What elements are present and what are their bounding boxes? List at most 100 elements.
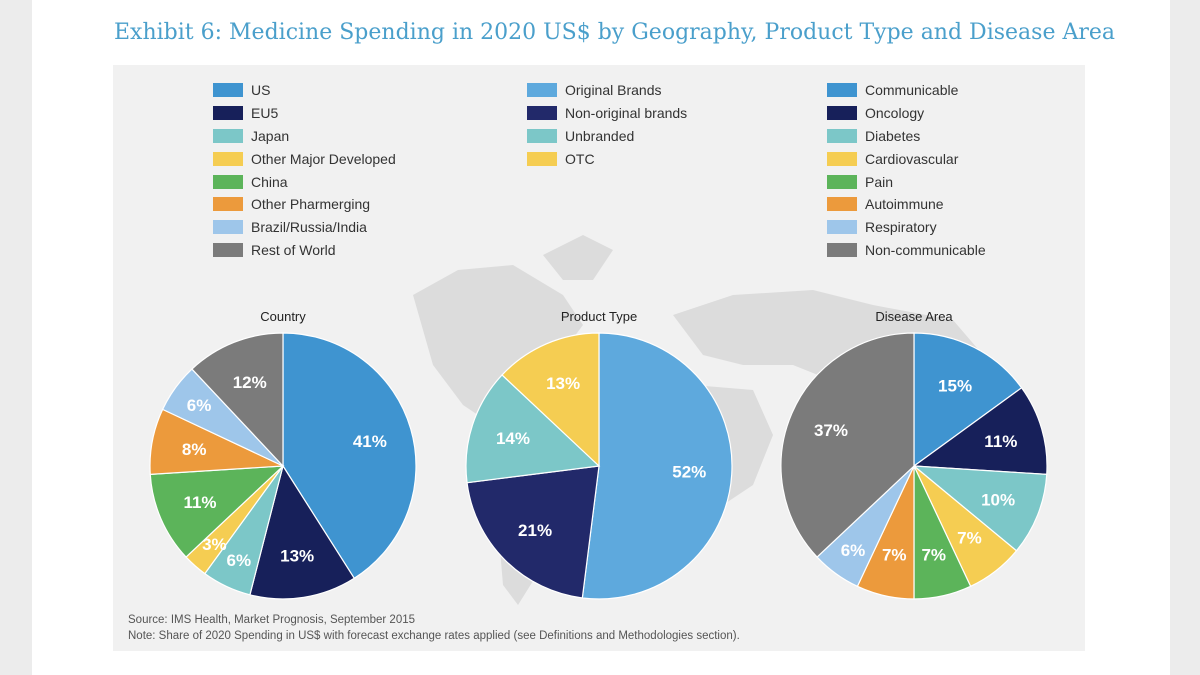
slice-label-respiratory: 6% (841, 541, 866, 560)
legend-label: Autoimmune (865, 196, 944, 213)
chart-title: Product Type (561, 309, 637, 324)
legend-label: Pain (865, 173, 894, 190)
legend-swatch (827, 174, 857, 189)
slice-label-brazil-russia-india: 6% (187, 396, 212, 415)
legend-swatch (213, 128, 243, 143)
legend-item-cardiovascular: Cardiovascular (827, 147, 986, 170)
legend-label: Communicable (865, 82, 959, 99)
legend-item-non-communicable: Non-communicable (827, 239, 986, 262)
legend-label: Cardiovascular (865, 150, 959, 167)
legend-label: Original Brands (565, 82, 662, 99)
pie-slice-non-communicable (780, 332, 915, 558)
legend-swatch (527, 83, 557, 98)
pie-slice-us (282, 332, 417, 580)
legend-label: Other Major Developed (251, 150, 396, 167)
legend-item-communicable: Communicable (827, 79, 986, 102)
pie-slice-rest-of-world (191, 332, 284, 468)
slice-label-us: 41% (353, 432, 387, 451)
legend-disease-area: Communicable Oncology Diabetes Cardiovas… (827, 79, 986, 261)
slice-label-oncology: 11% (984, 432, 1017, 451)
slice-label-japan: 6% (227, 551, 252, 570)
legend-swatch (827, 128, 857, 143)
legend-label: Rest of World (251, 241, 336, 258)
slice-label-eu5: 13% (280, 546, 314, 565)
slice-label-rest-of-world: 12% (233, 373, 267, 392)
legend-swatch (213, 197, 243, 212)
slice-label-other-major-developed: 3% (202, 535, 227, 554)
legend-item-us: US (213, 79, 396, 102)
legend-item-pain: Pain (827, 170, 986, 193)
pie-slice-diabetes (912, 465, 1048, 552)
pie-slice-original-brands (581, 332, 733, 600)
pie-disease-area: Disease Area 15% 11% 10% 7% 7% 7% 6% 37% (780, 309, 1048, 600)
legend-item-unbranded: Unbranded (527, 125, 687, 148)
legend-label: Non-original brands (565, 105, 688, 122)
pie-slice-otc (501, 332, 600, 468)
legend-item-original-brands: Original Brands (527, 79, 687, 102)
legend-item-brazil-russia-india: Brazil/Russia/India (213, 216, 396, 239)
legend-swatch (527, 106, 557, 121)
legend-item-diabetes: Diabetes (827, 125, 986, 148)
legend-item-other-pharmerging: Other Pharmerging (213, 193, 396, 216)
legend-item-japan: Japan (213, 125, 396, 148)
slice-label-diabetes: 10% (981, 490, 1015, 509)
pie-slice-unbranded (465, 374, 601, 484)
legend-swatch (827, 151, 857, 166)
legend-item-china: China (213, 170, 396, 193)
pie-product-type: Product Type 52% 21% 14% 13% (465, 309, 733, 600)
chart-title: Disease Area (875, 309, 953, 324)
legend-country: US EU5 Japan Other Major Developed China… (213, 79, 396, 261)
slice-label-other-pharmerging: 8% (182, 440, 207, 459)
legend-swatch (827, 83, 857, 98)
pie-slice-china (149, 465, 285, 558)
slice-label-otc: 13% (546, 374, 580, 393)
legend-label: Oncology (865, 105, 925, 122)
slice-label-unbranded: 14% (496, 429, 530, 448)
legend-swatch (213, 242, 243, 257)
legend-swatch (213, 151, 243, 166)
source-text: Source: IMS Health, Market Prognosis, Se… (128, 614, 416, 626)
legend-item-autoimmune: Autoimmune (827, 193, 986, 216)
legend-label: EU5 (251, 105, 279, 122)
legend-label: US (251, 82, 271, 99)
legend-label: Japan (251, 127, 290, 144)
slice-label-china: 11% (183, 493, 216, 512)
legend-item-other-major-developed: Other Major Developed (213, 147, 396, 170)
legend-swatch (213, 83, 243, 98)
legend-swatch (827, 220, 857, 235)
legend-label: Respiratory (865, 219, 937, 236)
legend-swatch (213, 106, 243, 121)
legend-swatch (527, 151, 557, 166)
legend-swatch (827, 242, 857, 257)
pie-slice-non-original-brands (466, 465, 600, 599)
legend-swatch (213, 174, 243, 189)
legend-label: China (251, 173, 288, 190)
legend-item-oncology: Oncology (827, 102, 986, 125)
legend-label: Non-communicable (865, 241, 986, 258)
legend-swatch (527, 128, 557, 143)
legend-item-eu5: EU5 (213, 102, 396, 125)
slice-label-cardiovascular: 7% (957, 528, 982, 547)
slice-label-original-brands: 52% (672, 463, 706, 482)
pie-slice-communicable (913, 332, 1023, 468)
legend-label: Brazil/Russia/India (251, 219, 367, 236)
note-text: Note: Share of 2020 Spending in US$ with… (128, 630, 740, 642)
slice-label-pain: 7% (921, 545, 946, 564)
exhibit-panel: US EU5 Japan Other Major Developed China… (113, 65, 1085, 651)
slice-label-non-original-brands: 21% (518, 521, 552, 540)
pie-slice-eu5 (249, 464, 356, 600)
legend-label: OTC (565, 150, 595, 167)
legend-swatch (827, 106, 857, 121)
pie-slice-oncology (912, 386, 1048, 475)
legend-item-otc: OTC (527, 147, 687, 170)
slice-label-non-communicable: 37% (814, 421, 848, 440)
legend-swatch (827, 197, 857, 212)
legend-swatch (213, 220, 243, 235)
legend-item-rest-of-world: Rest of World (213, 239, 396, 262)
legend-label: Unbranded (565, 127, 635, 144)
slice-label-communicable: 15% (938, 376, 972, 395)
legend-item-non-original-brands: Non-original brands (527, 102, 687, 125)
slice-label-autoimmune: 7% (882, 545, 907, 564)
